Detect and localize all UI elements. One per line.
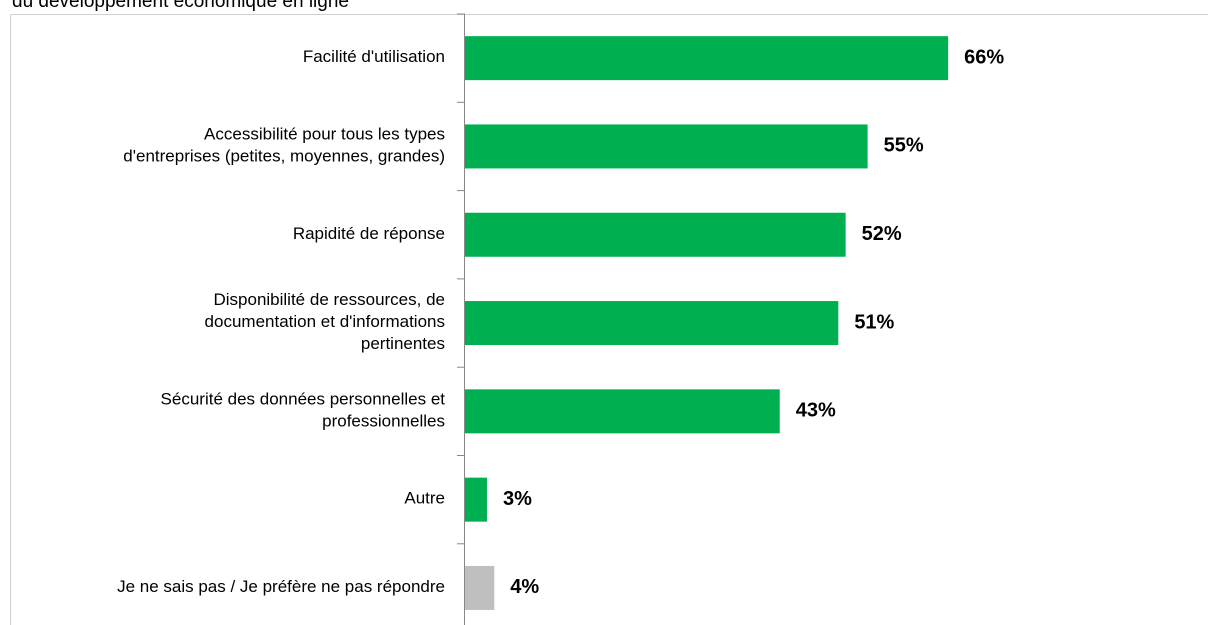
chart-frame	[10, 14, 1208, 625]
value-label: 51%	[854, 311, 894, 333]
bar	[465, 565, 495, 610]
category-label: Facilité d'utilisation	[303, 48, 445, 67]
value-label: 43%	[796, 400, 836, 422]
category-label: Rapidité de réponse	[293, 224, 445, 243]
value-label: 55%	[884, 135, 924, 157]
value-label: 66%	[964, 46, 1004, 68]
bar	[465, 212, 846, 257]
bar	[465, 477, 487, 522]
bar	[465, 389, 780, 434]
category-label: Accessibilité pour tous les types d'entre…	[123, 125, 445, 166]
category-label: Je ne sais pas / Je préfère ne pas répon…	[117, 577, 445, 596]
bar	[465, 36, 949, 81]
category-label: Disponibilité de ressources, de documenta…	[205, 291, 445, 354]
bar	[465, 301, 839, 346]
value-label: 52%	[862, 223, 902, 245]
category-label: Autre	[404, 489, 445, 508]
category-label: Sécurité des données personnelles et prof…	[161, 390, 446, 431]
chart-title: du développement économique en ligne	[12, 0, 349, 12]
value-label: 3%	[503, 488, 532, 510]
value-label: 4%	[510, 576, 539, 598]
bar	[465, 124, 868, 169]
